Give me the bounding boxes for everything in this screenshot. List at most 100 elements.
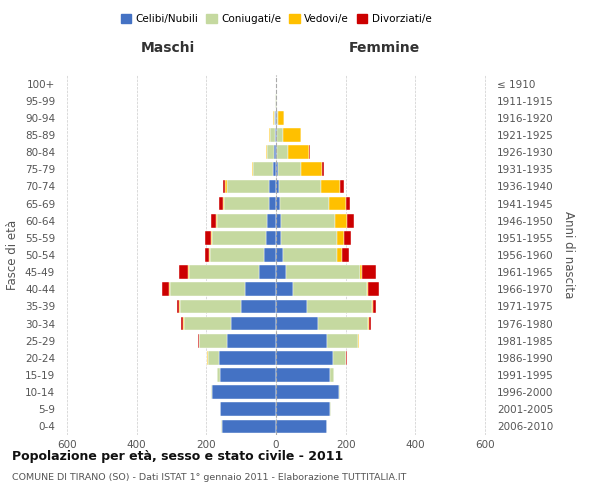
Bar xyxy=(372,300,373,314)
Bar xyxy=(277,111,278,124)
Bar xyxy=(181,316,183,330)
Bar xyxy=(276,111,277,124)
Bar xyxy=(344,231,351,244)
Bar xyxy=(276,128,277,142)
Bar xyxy=(373,300,376,314)
Bar xyxy=(251,162,253,176)
Bar xyxy=(219,196,223,210)
Bar xyxy=(216,214,217,228)
Bar xyxy=(274,111,275,124)
Bar xyxy=(346,351,347,364)
Bar xyxy=(183,316,184,330)
Bar xyxy=(227,180,269,194)
Bar xyxy=(274,146,276,159)
Bar xyxy=(276,146,277,159)
Bar xyxy=(226,180,227,194)
Bar xyxy=(266,231,276,244)
Bar xyxy=(276,351,334,364)
Bar xyxy=(259,266,276,279)
Bar xyxy=(177,300,179,314)
Bar xyxy=(267,146,274,159)
Bar xyxy=(253,162,272,176)
Bar xyxy=(286,266,359,279)
Bar xyxy=(293,282,367,296)
Bar xyxy=(280,196,329,210)
Bar xyxy=(170,282,245,296)
Bar xyxy=(337,231,344,244)
Y-axis label: Fasce di età: Fasce di età xyxy=(7,220,19,290)
Bar xyxy=(280,180,321,194)
Bar xyxy=(169,282,170,296)
Bar xyxy=(362,266,376,279)
Bar xyxy=(211,214,216,228)
Bar xyxy=(210,248,264,262)
Bar xyxy=(276,266,286,279)
Text: COMUNE DI TIRANO (SO) - Dati ISTAT 1° gennaio 2011 - Elaborazione TUTTITALIA.IT: COMUNE DI TIRANO (SO) - Dati ISTAT 1° ge… xyxy=(12,472,406,482)
Bar xyxy=(275,111,276,124)
Bar xyxy=(326,334,358,347)
Bar xyxy=(359,266,362,279)
Bar xyxy=(179,266,188,279)
Bar xyxy=(184,316,231,330)
Bar xyxy=(218,351,276,364)
Bar xyxy=(283,248,337,262)
Bar xyxy=(276,282,293,296)
Bar xyxy=(347,214,355,228)
Bar xyxy=(221,420,222,434)
Bar xyxy=(330,368,334,382)
Bar xyxy=(276,248,283,262)
Bar xyxy=(245,282,276,296)
Bar xyxy=(189,266,259,279)
Bar xyxy=(227,334,276,347)
Bar xyxy=(369,316,371,330)
Bar xyxy=(267,214,276,228)
Bar xyxy=(321,180,340,194)
Bar xyxy=(266,146,267,159)
Bar xyxy=(276,316,318,330)
Bar xyxy=(231,316,276,330)
Bar xyxy=(322,162,324,176)
Bar xyxy=(188,266,189,279)
Bar xyxy=(276,300,307,314)
Bar xyxy=(220,368,276,382)
Bar xyxy=(269,196,276,210)
Bar xyxy=(278,162,301,176)
Bar xyxy=(346,196,350,210)
Bar xyxy=(337,248,342,262)
Bar xyxy=(209,248,210,262)
Bar xyxy=(220,402,276,416)
Bar xyxy=(283,128,301,142)
Bar xyxy=(180,300,241,314)
Bar xyxy=(276,386,339,399)
Bar xyxy=(281,214,335,228)
Bar xyxy=(217,368,220,382)
Bar xyxy=(179,300,180,314)
Bar xyxy=(272,162,276,176)
Bar xyxy=(264,248,276,262)
Bar xyxy=(199,334,227,347)
Bar xyxy=(241,300,276,314)
Bar xyxy=(276,214,281,228)
Bar xyxy=(271,128,275,142)
Bar xyxy=(368,316,369,330)
Bar xyxy=(301,162,322,176)
Bar xyxy=(208,351,218,364)
Bar xyxy=(330,402,331,416)
Bar xyxy=(212,231,266,244)
Bar xyxy=(288,146,309,159)
Bar xyxy=(307,300,372,314)
Text: Popolazione per età, sesso e stato civile - 2011: Popolazione per età, sesso e stato civil… xyxy=(12,450,343,463)
Bar xyxy=(358,334,359,347)
Bar xyxy=(224,196,269,210)
Legend: Celibi/Nubili, Coniugati/e, Vedovi/e, Divorziati/e: Celibi/Nubili, Coniugati/e, Vedovi/e, Di… xyxy=(116,10,436,29)
Bar xyxy=(277,128,283,142)
Bar xyxy=(329,196,346,210)
Bar xyxy=(278,111,284,124)
Bar xyxy=(269,180,276,194)
Y-axis label: Anni di nascita: Anni di nascita xyxy=(562,212,575,298)
Bar xyxy=(212,386,276,399)
Bar xyxy=(368,282,379,296)
Bar xyxy=(334,351,346,364)
Bar xyxy=(206,351,208,364)
Bar xyxy=(211,231,212,244)
